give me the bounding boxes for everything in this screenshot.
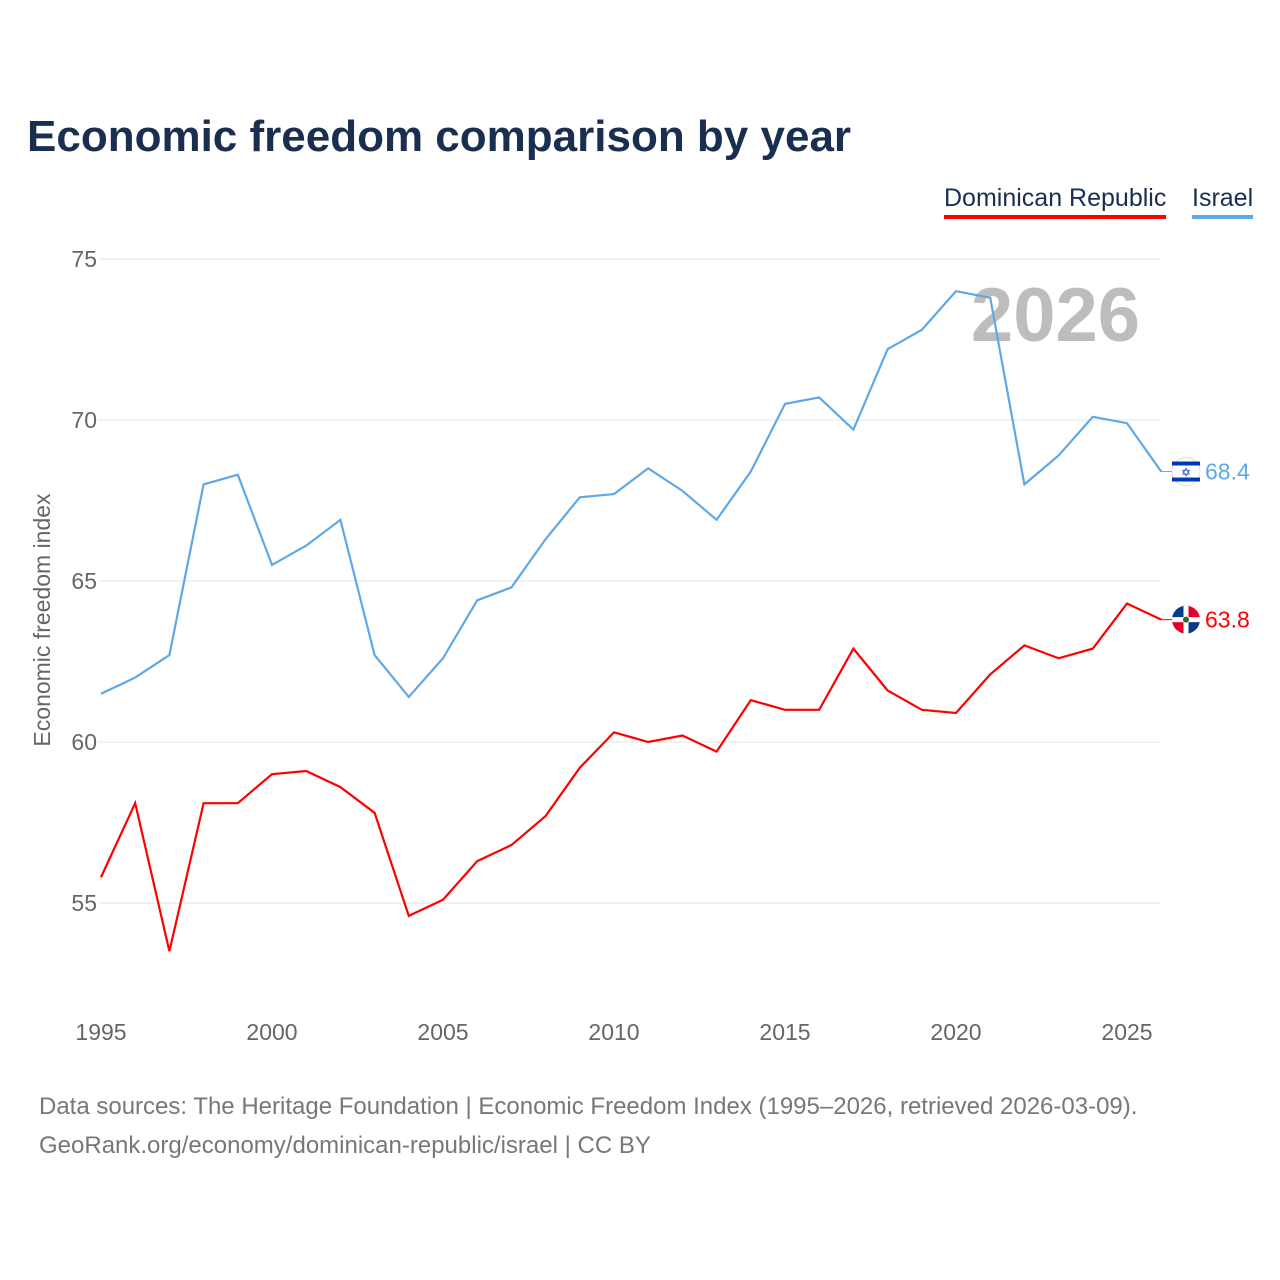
end-value-label: 63.8 [1205, 607, 1250, 633]
series-line-dominican-republic [100, 602, 1162, 952]
legend-israel[interactable]: Israel [1192, 184, 1254, 219]
y-tick-label: 55 [71, 890, 97, 916]
y-tick-label: 60 [71, 729, 97, 755]
y-tick-label: 65 [71, 568, 97, 594]
y-tick-label: 75 [71, 246, 97, 272]
source-text: Data sources: The Heritage Foundation | … [39, 1093, 1138, 1120]
x-tick-label: 2015 [759, 1019, 810, 1045]
flag-stripe [1172, 477, 1200, 482]
star-of-david-icon: ✡ [1181, 466, 1191, 480]
year-watermark: 2026 [971, 273, 1140, 358]
end-value-label: 68.4 [1205, 459, 1250, 485]
flag-stripe [1172, 461, 1200, 466]
x-tick-label: 2025 [1101, 1019, 1152, 1045]
source-link[interactable]: GeoRank.org/economy/dominican-republic/i… [39, 1132, 651, 1159]
x-tick-label: 2000 [246, 1019, 297, 1045]
x-tick-label: 1995 [75, 1019, 126, 1045]
legend-dominican-republic[interactable]: Dominican Republic [944, 184, 1167, 219]
series-line-israel [100, 290, 1163, 699]
y-axis-label: Economic freedom index [29, 493, 55, 747]
chart-title: Economic freedom comparison by year [27, 112, 852, 161]
y-tick-label: 70 [71, 407, 97, 433]
footer: Data sources: The Heritage Foundation | … [39, 1087, 1137, 1165]
x-tick-label: 2020 [930, 1019, 981, 1045]
flag-emblem [1183, 616, 1189, 623]
x-tick-label: 2005 [417, 1019, 468, 1045]
x-tick-label: 2010 [588, 1019, 639, 1045]
